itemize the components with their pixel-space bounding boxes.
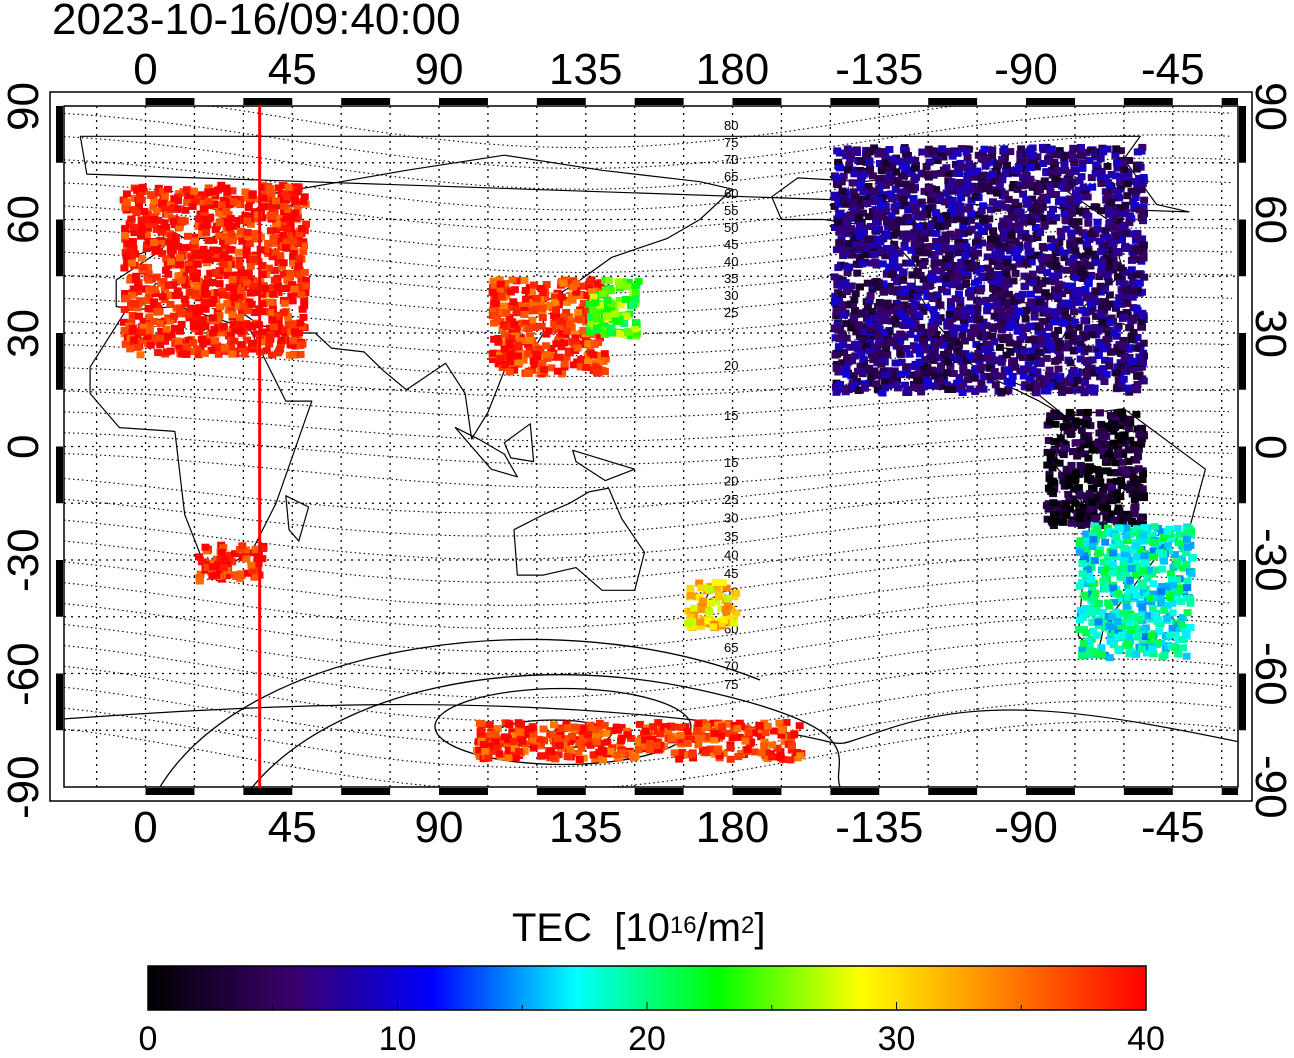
y-tick-left: -30 [2, 528, 46, 592]
contour-label: 65 [724, 169, 738, 184]
x-tick-top: 180 [696, 48, 769, 92]
y-tick-left: 60 [2, 195, 46, 244]
y-tick-right: 60 [1248, 195, 1292, 244]
x-tick-top: 0 [133, 48, 157, 92]
colorbar-tick-label: 30 [878, 1022, 916, 1056]
y-tick-left: 30 [2, 309, 46, 358]
contour-label: 25 [724, 492, 738, 507]
y-tick-right: -90 [1248, 755, 1292, 819]
x-tick-bottom: 135 [549, 806, 622, 850]
x-tick-top: 135 [549, 48, 622, 92]
contour-label: 30 [724, 511, 738, 526]
x-tick-top: -45 [1141, 48, 1205, 92]
contour-label: 35 [724, 529, 738, 544]
contour-label: 20 [724, 474, 738, 489]
x-tick-top: 45 [268, 48, 317, 92]
contour-label: 40 [724, 548, 738, 563]
x-tick-top: 90 [415, 48, 464, 92]
y-tick-right: 30 [1248, 309, 1292, 358]
x-tick-bottom: -135 [835, 806, 923, 850]
contour-label: 70 [724, 659, 738, 674]
tec-region-south-america-south [1075, 523, 1197, 662]
y-tick-right: -30 [1248, 528, 1292, 592]
colorbar-unit: [1016/m2] [614, 906, 765, 950]
contour-label: 70 [724, 152, 738, 167]
x-tick-bottom: -45 [1141, 806, 1205, 850]
y-tick-left: 0 [2, 434, 46, 458]
contour-label: 15 [724, 408, 738, 423]
x-tick-bottom: 0 [133, 806, 157, 850]
contour-label: 45 [724, 237, 738, 252]
colorbar-tick-label: 0 [139, 1022, 158, 1056]
x-tick-top: -135 [835, 48, 923, 92]
contour-label: 40 [724, 254, 738, 269]
y-tick-left: -60 [2, 642, 46, 706]
colorbar-tick-label: 20 [628, 1022, 666, 1056]
colorbar-title: TEC [1016/m2] [512, 906, 765, 950]
contour-label: 55 [724, 203, 738, 218]
contour-label: 50 [724, 220, 738, 235]
x-tick-top: -90 [994, 48, 1058, 92]
contour-label: 45 [724, 566, 738, 581]
contour-label: 20 [724, 358, 738, 373]
contour-label: 75 [724, 135, 738, 150]
colorbar-tick-label: 10 [379, 1022, 417, 1056]
x-tick-bottom: 180 [696, 806, 769, 850]
y-tick-left: -90 [2, 755, 46, 819]
x-tick-bottom: -90 [994, 806, 1058, 850]
contour-label: 30 [724, 288, 738, 303]
tec-region-europe [120, 182, 311, 359]
x-tick-bottom: 45 [268, 806, 317, 850]
y-tick-right: 90 [1248, 82, 1292, 131]
x-tick-bottom: 90 [415, 806, 464, 850]
y-tick-right: -60 [1248, 642, 1292, 706]
contour-label: 75 [724, 677, 738, 692]
contour-label: 15 [724, 455, 738, 470]
contour-label: 25 [724, 305, 738, 320]
contour-label: 80 [724, 118, 738, 133]
contour-label: 65 [724, 640, 738, 655]
colorbar-title-text: TEC [512, 906, 592, 950]
y-tick-left: 90 [2, 82, 46, 131]
contour-label: 35 [724, 271, 738, 286]
colorbar-tick-label: 40 [1127, 1022, 1165, 1056]
y-tick-right: 0 [1248, 435, 1292, 459]
